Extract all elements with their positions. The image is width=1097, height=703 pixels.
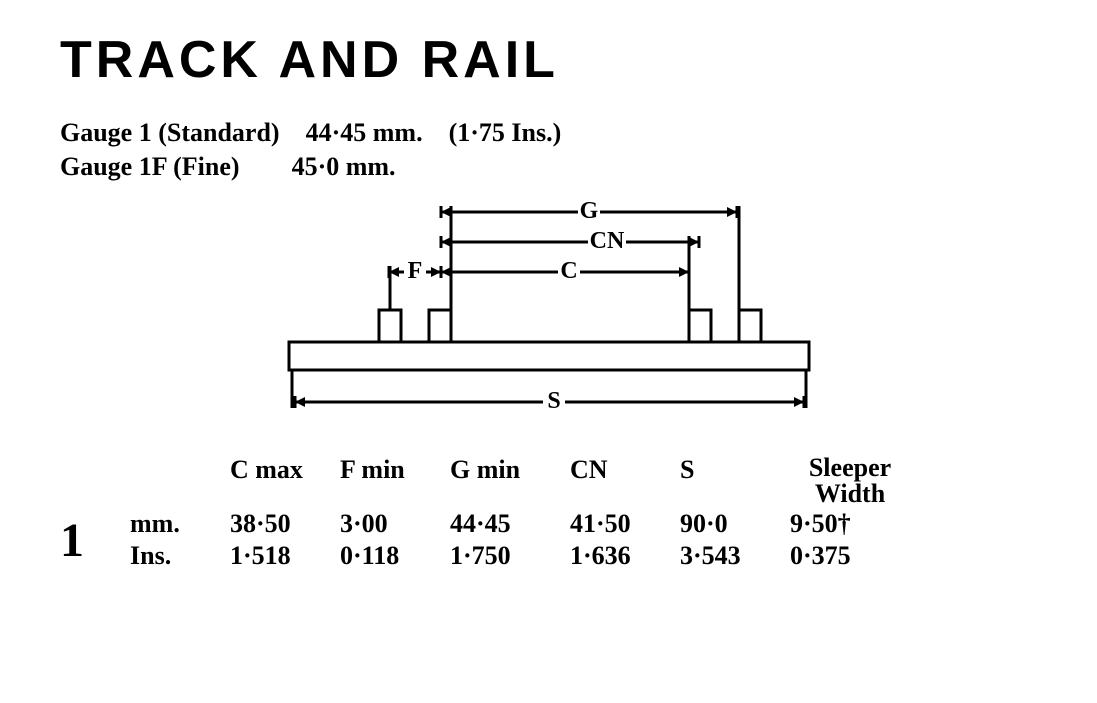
svg-text:CN: CN	[589, 228, 624, 254]
unit-ins: Ins.	[130, 541, 230, 571]
rail-diagram: G CN C F S	[60, 192, 1037, 437]
gauge-list: Gauge 1 (Standard) 44·45 mm. (1·75 Ins.)…	[60, 118, 1037, 182]
gauge-ins: (1·75 Ins.)	[449, 118, 562, 147]
cell: 0·375	[790, 541, 910, 571]
page-title: TRACK AND RAIL	[60, 30, 1037, 90]
gauge-label: Gauge 1F (Fine)	[60, 152, 240, 181]
diagram-svg: G CN C F S	[269, 192, 829, 432]
cell: 90·0	[680, 509, 790, 539]
svg-text:G: G	[579, 198, 598, 224]
unit-mm: mm.	[130, 509, 230, 539]
gauge-row: Gauge 1F (Fine) 45·0 mm.	[60, 152, 1037, 182]
gauge-mm: 44·45 mm.	[306, 118, 423, 147]
gauge-label: Gauge 1 (Standard)	[60, 118, 280, 147]
gauge-row: Gauge 1 (Standard) 44·45 mm. (1·75 Ins.)	[60, 118, 1037, 148]
cell: 44·45	[450, 509, 570, 539]
gauge-mm: 45·0 mm.	[292, 152, 396, 181]
col-s: S	[680, 455, 790, 507]
col-fmin: F min	[340, 455, 450, 507]
col-gmin: G min	[450, 455, 570, 507]
dimension-table: C max F min G min CN S SleeperWidth 1 mm…	[60, 455, 1037, 571]
col-cmax: C max	[230, 455, 340, 507]
col-cn: CN	[570, 455, 680, 507]
cell: 1·636	[570, 541, 680, 571]
svg-text:S: S	[547, 388, 560, 414]
cell: 41·50	[570, 509, 680, 539]
svg-text:F: F	[407, 258, 422, 284]
cell: 1·518	[230, 541, 340, 571]
cell: 1·750	[450, 541, 570, 571]
col-sleeper: SleeperWidth	[790, 455, 910, 507]
cell: 0·118	[340, 541, 450, 571]
cell: 3·00	[340, 509, 450, 539]
row-label: 1	[60, 513, 130, 568]
cell: 9·50†	[790, 509, 910, 539]
cell: 38·50	[230, 509, 340, 539]
cell: 3·543	[680, 541, 790, 571]
svg-text:C: C	[560, 258, 577, 284]
